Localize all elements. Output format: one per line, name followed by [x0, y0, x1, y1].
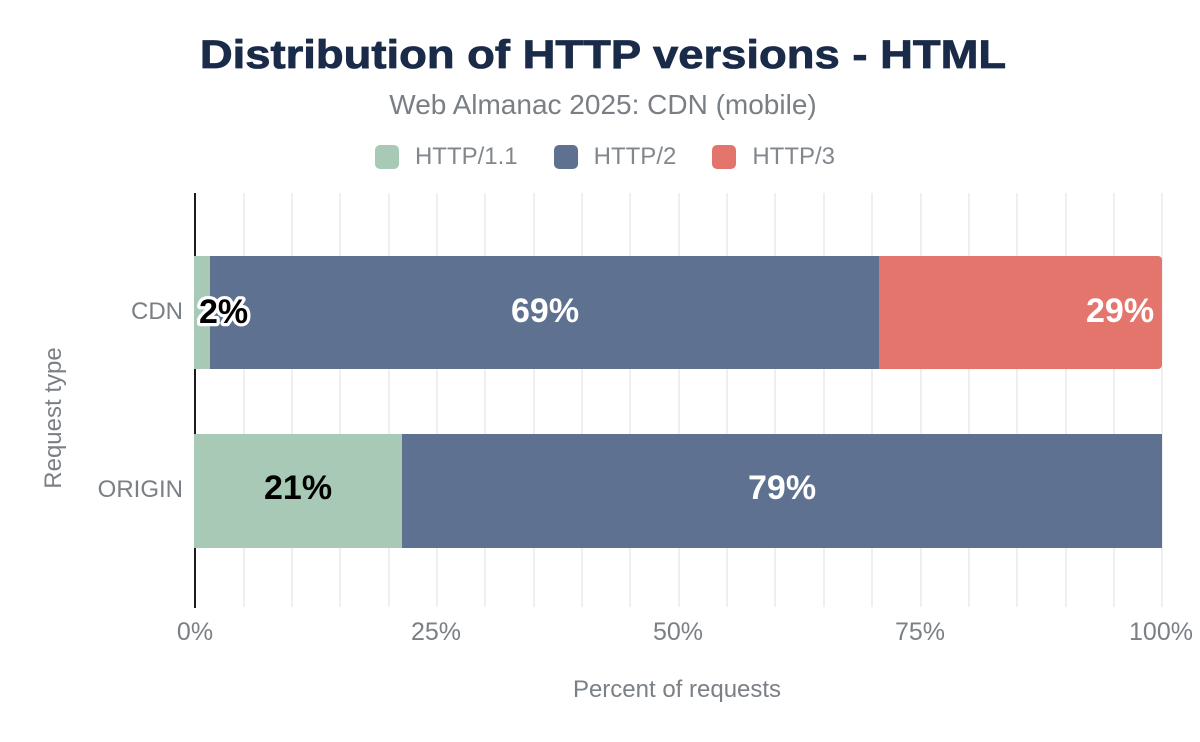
svg-text:2%: 2% [199, 293, 248, 331]
